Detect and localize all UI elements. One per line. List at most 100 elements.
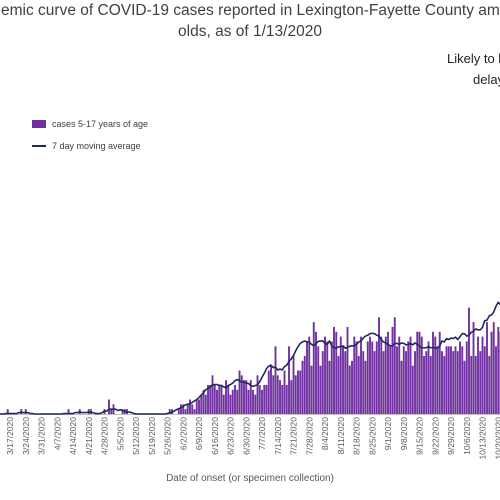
x-tick-label: 4/28/2020 bbox=[100, 417, 110, 455]
bar bbox=[301, 360, 304, 414]
bar bbox=[191, 404, 194, 414]
moving-average-line bbox=[0, 301, 500, 415]
bar bbox=[222, 394, 225, 414]
x-tick-label: 4/7/2020 bbox=[52, 417, 62, 450]
bar bbox=[465, 341, 468, 414]
x-tick-label: 4/21/2020 bbox=[84, 417, 94, 455]
bar bbox=[472, 322, 475, 414]
bar bbox=[319, 365, 322, 414]
bar bbox=[425, 351, 428, 414]
bar bbox=[461, 346, 464, 414]
bar bbox=[342, 346, 344, 414]
x-tick-label: 8/25/2020 bbox=[367, 417, 377, 455]
bar bbox=[357, 355, 360, 414]
bar bbox=[432, 331, 434, 414]
bar bbox=[288, 346, 290, 414]
x-tick-label: 4/14/2020 bbox=[68, 417, 78, 455]
bar bbox=[281, 384, 284, 414]
bar bbox=[267, 370, 270, 414]
x-tick-label: 10/13/2020 bbox=[478, 417, 488, 460]
legend-swatch-line bbox=[32, 145, 46, 147]
bar bbox=[375, 341, 378, 414]
x-tick-label: 9/8/2020 bbox=[399, 417, 409, 450]
legend-item-line: 7 day moving average bbox=[32, 135, 148, 157]
x-tick-label: 8/4/2020 bbox=[320, 417, 330, 450]
x-tick-label: 6/16/2020 bbox=[210, 417, 220, 455]
bar bbox=[497, 326, 500, 414]
bar bbox=[108, 399, 110, 414]
bar bbox=[369, 336, 371, 414]
bar bbox=[249, 380, 252, 414]
x-tick-label: 9/15/2020 bbox=[415, 417, 425, 455]
bar bbox=[409, 336, 412, 414]
bar bbox=[441, 351, 443, 414]
bar bbox=[213, 384, 216, 414]
x-tick-label: 5/19/2020 bbox=[147, 417, 157, 455]
bar bbox=[477, 336, 479, 414]
bar bbox=[211, 375, 214, 414]
x-tick-label: 5/5/2020 bbox=[115, 417, 125, 450]
x-axis-title: Date of onset (or specimen collection) bbox=[166, 473, 334, 484]
bar bbox=[285, 384, 288, 414]
bar bbox=[306, 341, 308, 414]
bar bbox=[353, 336, 356, 414]
bar bbox=[459, 341, 461, 414]
bar bbox=[414, 351, 416, 414]
x-tick-label: 9/22/2020 bbox=[430, 417, 440, 455]
bar bbox=[468, 307, 470, 414]
bar bbox=[364, 360, 367, 414]
bar bbox=[186, 404, 189, 414]
x-tick-label: 6/30/2020 bbox=[241, 417, 251, 455]
x-tick-label: 7/21/2020 bbox=[289, 417, 299, 455]
bar bbox=[245, 380, 248, 414]
bar bbox=[184, 409, 187, 414]
bar bbox=[456, 351, 459, 414]
bar bbox=[303, 355, 306, 414]
x-tick-label: 6/9/2020 bbox=[194, 417, 204, 450]
legend: cases 5-17 years of age 7 day moving ave… bbox=[32, 113, 148, 157]
bar bbox=[337, 355, 340, 414]
bar bbox=[486, 322, 488, 414]
bar bbox=[423, 355, 425, 414]
bar bbox=[252, 389, 254, 414]
legend-swatch-bars bbox=[32, 120, 46, 128]
bar bbox=[6, 409, 9, 414]
bar bbox=[225, 380, 227, 414]
bar bbox=[445, 346, 448, 414]
bar bbox=[339, 336, 342, 414]
bar bbox=[373, 351, 376, 414]
bar bbox=[454, 346, 457, 414]
bar bbox=[308, 336, 311, 414]
bar bbox=[216, 389, 218, 414]
bar bbox=[263, 384, 266, 414]
bar bbox=[348, 365, 351, 414]
x-tick-label: 7/7/2020 bbox=[257, 417, 267, 450]
x-tick-label: 3/17/2020 bbox=[5, 417, 15, 455]
bar bbox=[391, 326, 394, 414]
bar bbox=[384, 336, 387, 414]
bar bbox=[195, 399, 198, 414]
x-tick-label: 7/14/2020 bbox=[273, 417, 283, 455]
bar bbox=[110, 409, 113, 414]
bar bbox=[450, 346, 452, 414]
bar bbox=[474, 355, 477, 414]
chart-title: Epidemic curve of COVID-19 cases reporte… bbox=[0, 2, 500, 19]
bar bbox=[261, 389, 263, 414]
bar bbox=[452, 351, 455, 414]
bar bbox=[346, 326, 349, 414]
bar bbox=[335, 331, 338, 414]
bar bbox=[378, 317, 380, 414]
bar bbox=[371, 341, 374, 414]
bar bbox=[402, 346, 405, 414]
bar bbox=[366, 341, 369, 414]
legend-label-line: 7 day moving average bbox=[52, 141, 141, 151]
bar bbox=[393, 317, 396, 414]
bar bbox=[492, 322, 495, 414]
bar bbox=[121, 409, 124, 414]
bar bbox=[351, 360, 353, 414]
bar bbox=[265, 384, 268, 414]
x-tick-label: 10/20/2020 bbox=[493, 417, 500, 460]
bar bbox=[434, 336, 437, 414]
bar bbox=[362, 351, 365, 414]
